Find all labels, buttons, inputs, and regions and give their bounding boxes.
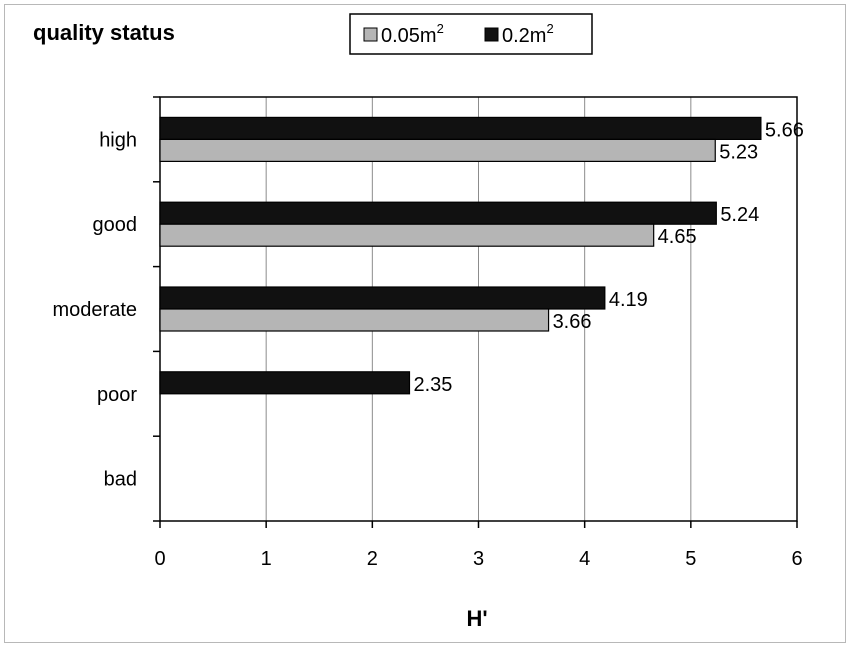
data-label: 5.66 — [765, 119, 804, 141]
data-label: 4.65 — [658, 226, 697, 248]
bar-small-plot — [159, 308, 550, 332]
legend-box — [349, 13, 593, 55]
x-tick-label: 5 — [685, 548, 696, 570]
bar-large-plot — [159, 116, 762, 141]
data-label: 5.24 — [720, 204, 759, 226]
x-tick-label: 3 — [473, 548, 484, 570]
legend: 0.05m2 0.2m2 — [349, 13, 593, 55]
data-label: 2.35 — [413, 374, 452, 396]
x-tick-label: 1 — [261, 548, 272, 570]
y-category-label: poor — [97, 384, 137, 406]
x-axis-title: H' — [466, 606, 487, 631]
y-category-label: bad — [104, 469, 137, 491]
data-label: 5.23 — [719, 141, 758, 163]
bar-small-plot — [159, 138, 716, 162]
y-category-label: high — [99, 129, 137, 151]
x-tick-label: 4 — [579, 548, 590, 570]
chart-frame — [4, 4, 846, 643]
x-tick-label: 0 — [154, 548, 165, 570]
data-label: 3.66 — [553, 311, 592, 333]
x-tick-label: 2 — [367, 548, 378, 570]
bar-large-plot — [159, 286, 606, 310]
bar-large-plot — [159, 201, 717, 225]
bar-small-plot — [159, 223, 655, 247]
legend-label-small-plot: 0.05m2 — [381, 21, 444, 47]
y-category-label: good — [93, 214, 138, 236]
chart-title: quality status — [33, 20, 175, 45]
x-tick-label: 6 — [791, 548, 802, 570]
bar-large-plot — [159, 371, 411, 395]
legend-swatch-large-plot — [484, 27, 499, 42]
legend-label-large-plot: 0.2m2 — [502, 21, 554, 47]
plot-area: 0 1 2 3 4 5 6 high good moderate poor bad 5.66 5.23 5.… — [53, 96, 804, 570]
y-category-label: moderate — [53, 299, 138, 321]
legend-swatch-small-plot — [363, 27, 378, 42]
data-label: 4.19 — [609, 289, 648, 311]
